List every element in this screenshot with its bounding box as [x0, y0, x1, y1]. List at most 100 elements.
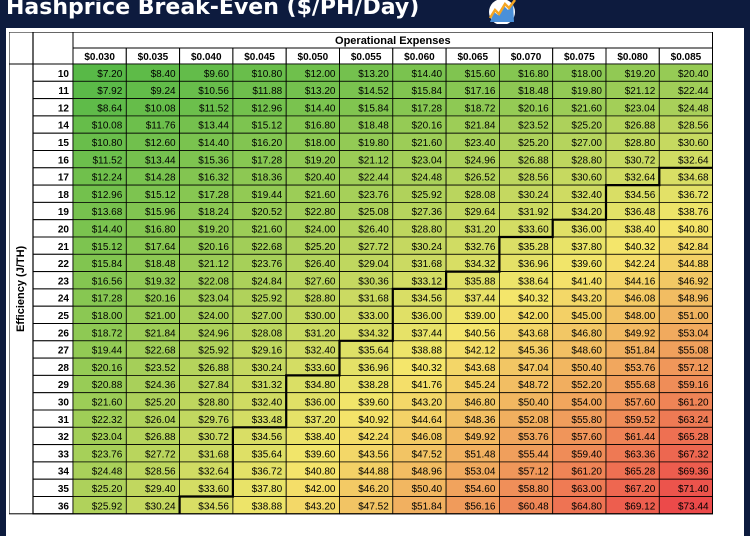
cell-value: $31.20: [465, 225, 496, 236]
cell-value: $11.52: [92, 155, 122, 166]
cell-value: $17.64: [145, 242, 176, 253]
cell-value: $44.88: [678, 259, 709, 270]
column-header-label: $0.030: [84, 52, 115, 63]
cell-value: $45.36: [518, 346, 549, 357]
cell-value: $20.16: [412, 121, 443, 132]
cell-value: $25.20: [518, 138, 549, 149]
break-even-table: Operational Expenses $0.030 $0.035 $0.040 $0…: [9, 32, 713, 516]
row-header-label: 14: [58, 121, 70, 132]
row-header-label: 16: [58, 155, 70, 166]
cell-value: $49.92: [465, 432, 496, 443]
cell-value: $55.44: [518, 449, 549, 460]
cell-value: $13.20: [305, 86, 336, 97]
cell-value: $23.76: [252, 259, 283, 270]
cell-value: $61.20: [678, 398, 709, 409]
cell-value: $30.60: [678, 138, 709, 149]
cell-value: $23.04: [625, 103, 656, 114]
cell-value: $46.92: [678, 276, 709, 287]
cell-value: $18.24: [198, 207, 229, 218]
cell-value: $22.32: [92, 415, 123, 426]
cell-value: $32.40: [305, 346, 336, 357]
cell-value: $15.84: [92, 259, 123, 270]
cell-value: $40.92: [358, 415, 389, 426]
cell-value: $17.16: [465, 86, 496, 97]
cell-value: $34.68: [678, 173, 709, 184]
cell-value: $19.20: [198, 225, 229, 236]
cell-value: $15.12: [145, 190, 176, 201]
cell-value: $65.28: [625, 467, 656, 478]
row-header-label: 34: [58, 467, 70, 478]
cell-value: $15.12: [252, 121, 283, 132]
cell-value: $47.04: [518, 363, 549, 374]
cell-value: $24.00: [198, 311, 229, 322]
cell-value: $36.00: [305, 398, 336, 409]
cell-value: $25.20: [305, 242, 336, 253]
cell-value: $41.76: [412, 380, 443, 391]
cell-value: $37.44: [412, 328, 443, 339]
cell-value: $24.00: [305, 225, 336, 236]
cell-value: $25.92: [252, 294, 283, 305]
cell-value: $29.04: [358, 259, 389, 270]
cell-value: $42.24: [358, 432, 389, 443]
cell-value: $23.52: [145, 363, 176, 374]
cell-value: $31.68: [198, 449, 229, 460]
cell-value: $8.40: [151, 69, 176, 80]
row-header-label: 28: [58, 363, 70, 374]
cell-value: $63.00: [571, 484, 602, 495]
cell-value: $51.84: [412, 501, 443, 512]
cell-value: $61.44: [625, 432, 656, 443]
cell-value: $17.28: [412, 103, 443, 114]
cell-value: $55.68: [625, 380, 656, 391]
cell-value: $14.28: [145, 173, 176, 184]
cell-value: $14.40: [92, 225, 123, 236]
cell-value: $23.76: [92, 449, 123, 460]
cell-value: $15.36: [198, 155, 229, 166]
cell-value: $10.08: [92, 121, 123, 132]
cell-value: $20.16: [518, 103, 549, 114]
cell-value: $32.76: [465, 242, 496, 253]
cell-value: $16.80: [145, 225, 176, 236]
cell-value: $32.40: [252, 398, 283, 409]
row-header-label: 10: [58, 69, 70, 80]
cell-value: $33.60: [198, 484, 229, 495]
cell-value: $26.40: [305, 259, 336, 270]
cell-value: $46.80: [465, 398, 496, 409]
cell-value: $37.80: [571, 242, 602, 253]
cell-value: $25.20: [571, 121, 602, 132]
row-header-label: 32: [58, 432, 70, 443]
break-even-line: [178, 166, 713, 514]
cell-value: $29.64: [465, 207, 496, 218]
cell-value: $30.36: [358, 276, 389, 287]
cell-value: $36.00: [412, 311, 443, 322]
cell-value: $24.84: [252, 276, 283, 287]
cell-value: $33.60: [305, 363, 336, 374]
cell-value: $25.20: [145, 398, 176, 409]
cell-value: $49.92: [625, 328, 656, 339]
cell-value: $15.60: [465, 69, 496, 80]
cell-value: $27.00: [571, 138, 602, 149]
cell-value: $43.68: [518, 328, 549, 339]
column-header-label: $0.070: [511, 52, 542, 63]
row-header-label: 11: [58, 86, 69, 97]
cell-value: $69.12: [625, 501, 656, 512]
cell-value: $14.40: [198, 138, 229, 149]
cell-value: $34.56: [198, 501, 229, 512]
cell-value: $29.40: [145, 484, 176, 495]
cell-value: $38.28: [358, 380, 389, 391]
cell-value: $25.20: [92, 484, 123, 495]
cell-value: $28.80: [198, 398, 229, 409]
cell-value: $73.44: [678, 501, 709, 512]
cell-value: $24.96: [198, 328, 229, 339]
cell-value: $18.36: [252, 173, 283, 184]
cell-value: $11.88: [252, 86, 282, 97]
cell-value: $40.32: [625, 242, 656, 253]
cell-value: $40.32: [518, 294, 549, 305]
cell-value: $30.72: [625, 155, 656, 166]
cell-value: $13.44: [198, 121, 229, 132]
column-header-label: $0.040: [191, 52, 222, 63]
cell-value: $34.56: [625, 190, 656, 201]
cell-value: $31.68: [358, 294, 389, 305]
cell-value: $44.64: [412, 415, 443, 426]
cell-value: $48.36: [465, 415, 496, 426]
row-header-label: 12: [58, 103, 70, 114]
